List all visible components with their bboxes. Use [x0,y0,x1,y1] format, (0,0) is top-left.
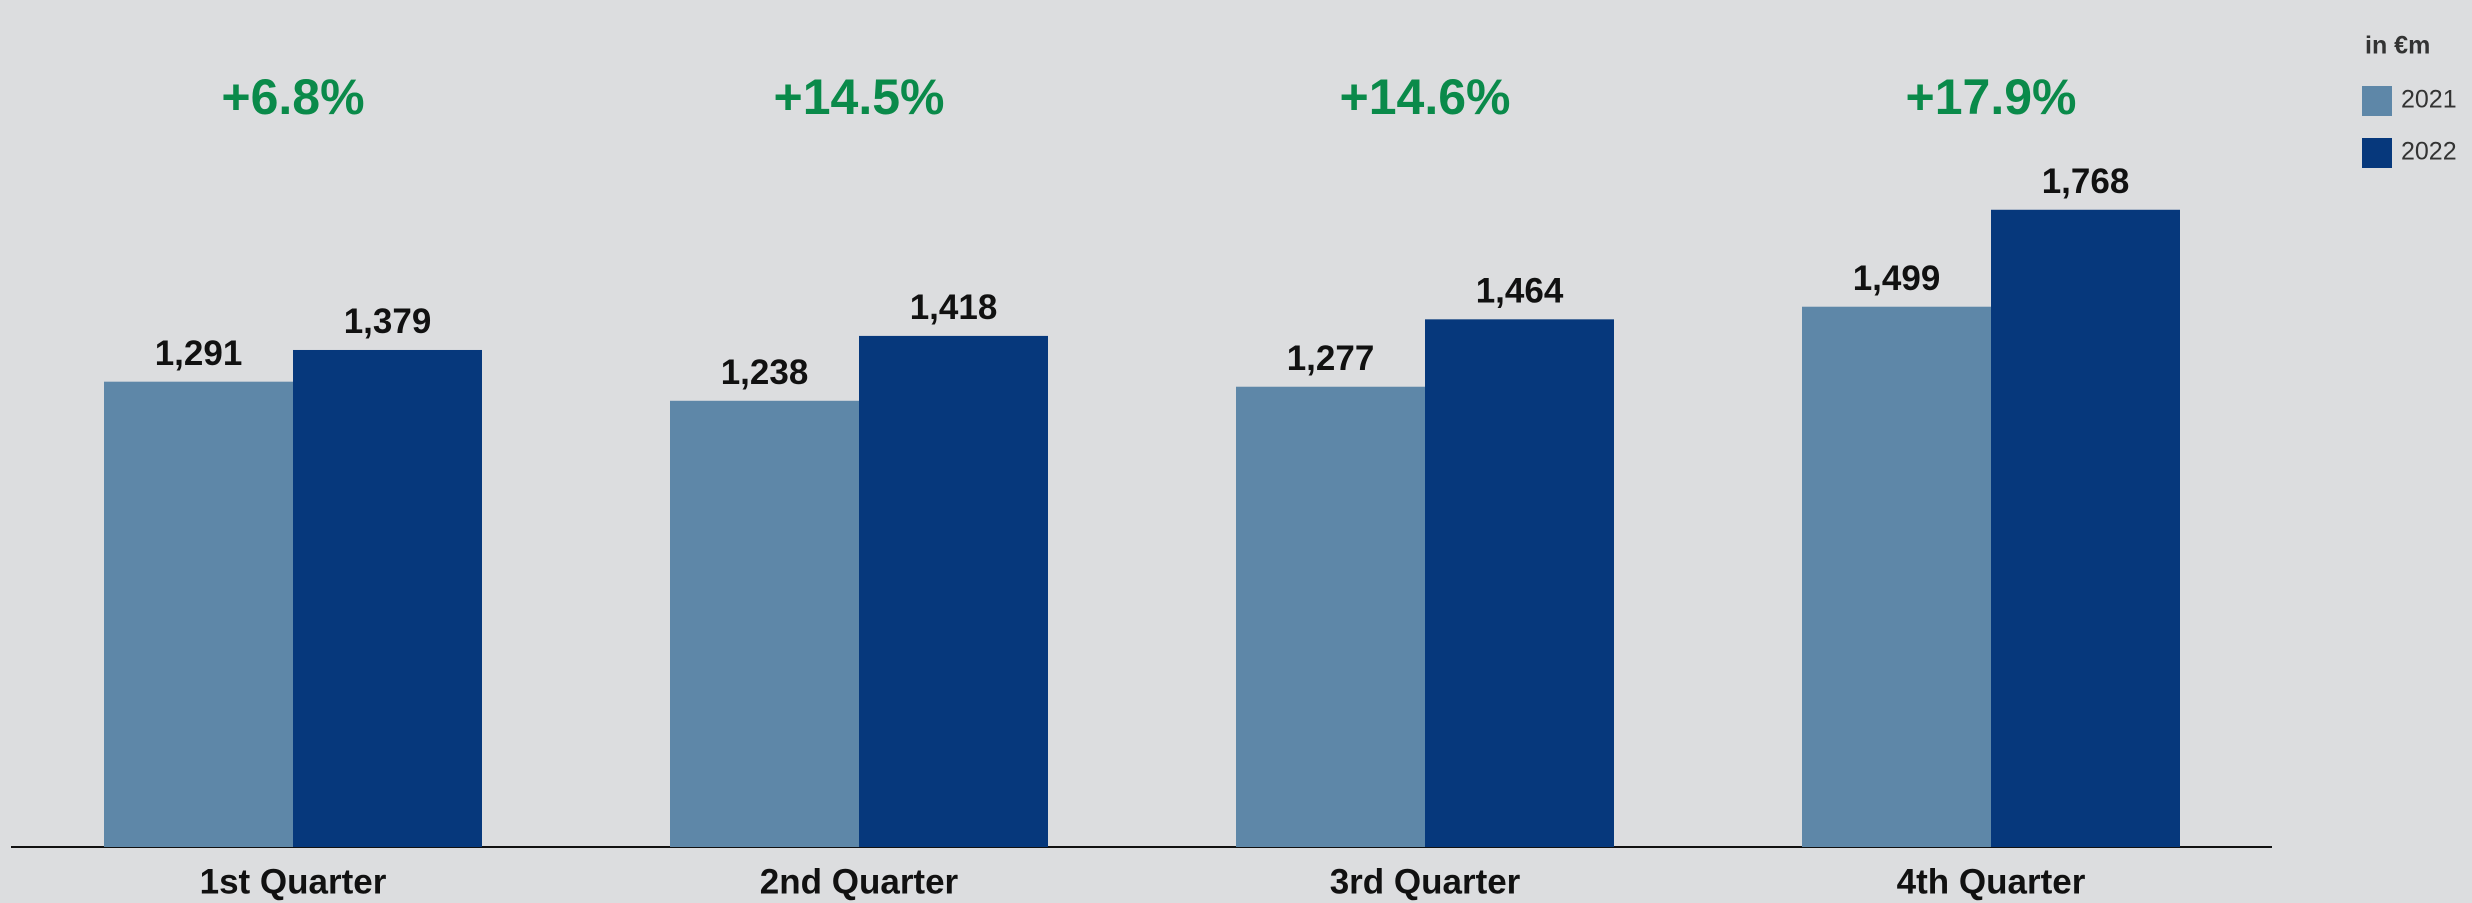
legend-title: in €m [2365,32,2430,60]
x-tick-label: 2nd Quarter [760,862,959,901]
data-label: 1,238 [721,353,809,392]
legend-label: 2022 [2401,138,2457,166]
legend-swatch [2362,86,2392,116]
data-label: 1,379 [344,302,432,341]
bar [1802,306,1991,847]
growth-annotation: +14.5% [774,69,945,125]
growth-annotation: +14.6% [1340,69,1511,125]
bar [293,349,482,847]
bar [1425,319,1614,847]
x-tick-label: 1st Quarter [200,862,387,901]
bar [859,335,1048,847]
data-label: 1,464 [1476,272,1564,311]
legend-swatch [2362,138,2392,168]
legend-label: 2021 [2401,86,2457,114]
data-label: 1,499 [1853,259,1941,298]
bar [104,381,293,847]
growth-annotation: +6.8% [221,69,364,125]
data-label: 1,277 [1287,339,1375,378]
growth-annotation: +17.9% [1906,69,2077,125]
x-tick-label: 4th Quarter [1897,862,2086,901]
x-tick-label: 3rd Quarter [1330,862,1521,901]
bar [1236,386,1425,847]
data-label: 1,768 [2042,162,2130,201]
data-label: 1,418 [910,288,998,327]
bar [670,400,859,847]
bar [1991,209,2180,848]
data-label: 1,291 [155,334,243,373]
